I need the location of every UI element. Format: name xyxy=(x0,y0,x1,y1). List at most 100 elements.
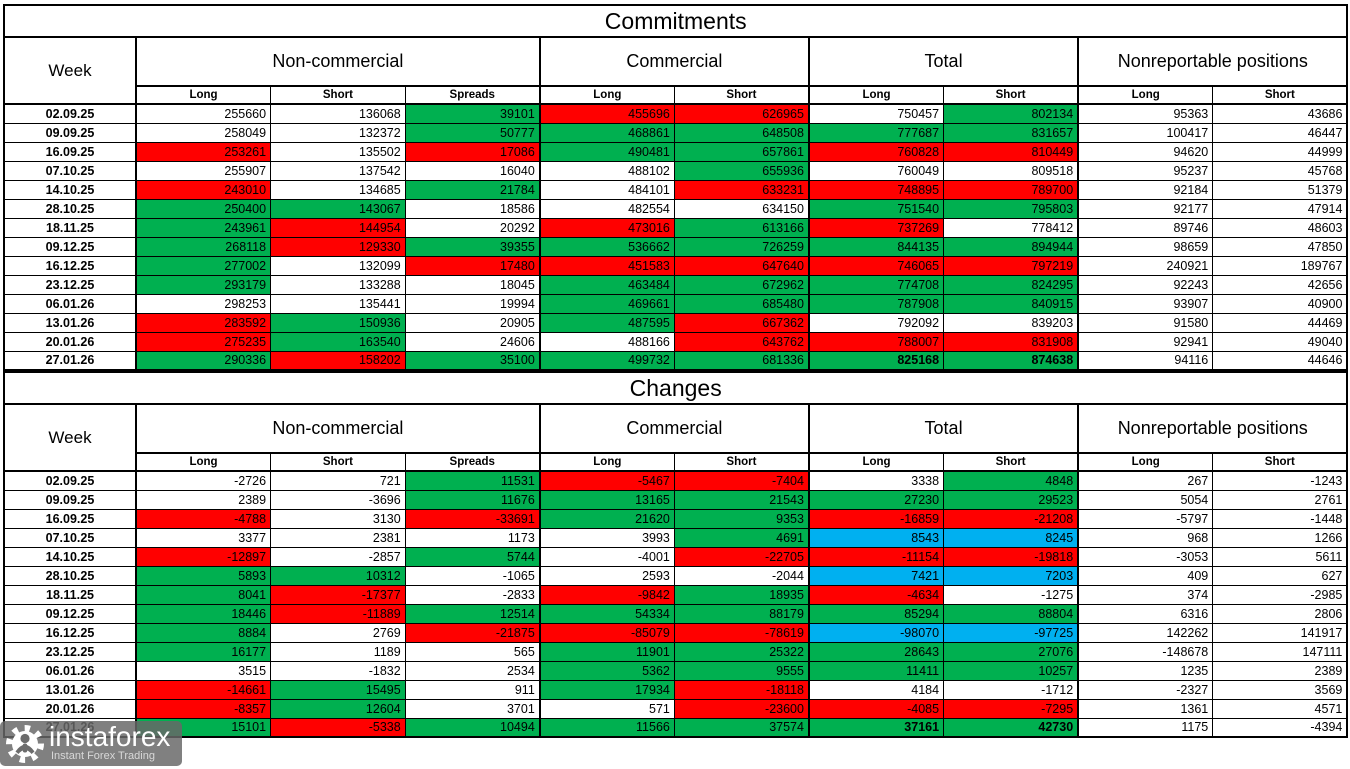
changes-row-23.12.25: 23.12.25 16177 1189 565 11901 25322 28643 27076… xyxy=(3,641,1348,662)
group-header-nonreportable-positions: Nonreportable positions xyxy=(1077,403,1349,454)
cell-nonrep-long: 1235 xyxy=(1077,660,1214,681)
group-header-non-commercial: Non-commercial xyxy=(135,36,541,87)
cell-total-short: 7203 xyxy=(943,565,1079,586)
week-cell: 13.01.26 xyxy=(3,679,137,700)
cell-nonrep-long: 240921 xyxy=(1077,255,1214,276)
cell-nonrep-short: 2761 xyxy=(1212,489,1348,510)
changes-row-18.11.25: 18.11.25 8041 -17377 -2833 -9842 18935 -4634 -1… xyxy=(3,584,1348,605)
cell-nc-spreads: 2534 xyxy=(404,660,541,681)
cell-nc-long: 253261 xyxy=(135,141,272,162)
cell-nc-spreads: 17480 xyxy=(404,255,541,276)
cell-com-long: 571 xyxy=(538,698,675,719)
cell-nonrep-long: 98659 xyxy=(1077,236,1214,257)
cell-nonrep-short: 49040 xyxy=(1212,331,1348,352)
cell-com-short: -7404 xyxy=(673,470,810,491)
week-cell: 20.01.26 xyxy=(3,698,137,719)
cell-com-long: 5362 xyxy=(538,660,675,681)
cell-com-long: -5467 xyxy=(538,470,675,491)
cell-com-short: 37574 xyxy=(673,717,810,738)
cell-nonrep-short: 43686 xyxy=(1212,103,1348,124)
sub-header-nonrep-short: Short xyxy=(1212,452,1348,472)
commitments-table: Commitments Week Non-commercial Commercial T… xyxy=(2,4,1349,371)
cell-nonrep-short: 3569 xyxy=(1212,679,1348,700)
commitments-row-07.10.25: 07.10.25 255907 137542 16040 488102 655936 760… xyxy=(3,160,1348,181)
week-cell: 14.10.25 xyxy=(3,546,137,567)
cell-nc-long: -4788 xyxy=(135,508,272,529)
cell-com-long: 536662 xyxy=(538,236,675,257)
week-cell: 09.09.25 xyxy=(3,122,137,143)
cell-com-long: 468861 xyxy=(538,122,675,143)
cell-nonrep-long: 92177 xyxy=(1077,198,1214,219)
changes-row-07.10.25: 07.10.25 3377 2381 1173 3993 4691 8543 8245 968 1… xyxy=(3,527,1348,548)
cell-nc-short: 158202 xyxy=(270,350,406,371)
cell-nc-short: 12604 xyxy=(270,698,406,719)
cell-nc-short: 10312 xyxy=(270,565,406,586)
cell-total-long: 37161 xyxy=(807,717,945,738)
cell-nc-spreads: 24606 xyxy=(404,331,541,352)
cell-nc-long: -8357 xyxy=(135,698,272,719)
cell-com-long: 3993 xyxy=(538,527,675,548)
week-cell: 23.12.25 xyxy=(3,274,137,295)
cell-nc-short: -5338 xyxy=(270,717,406,738)
cell-com-long: 54334 xyxy=(538,603,675,624)
cell-nonrep-long: 92941 xyxy=(1077,331,1214,352)
cell-nonrep-short: 46447 xyxy=(1212,122,1348,143)
cell-nonrep-short: 44469 xyxy=(1212,312,1348,333)
week-cell: 16.09.25 xyxy=(3,508,137,529)
cell-nc-long: 258049 xyxy=(135,122,272,143)
commitments-row-16.12.25: 16.12.25 277002 132099 17480 451583 647640 746… xyxy=(3,255,1348,276)
cell-nonrep-short: 2806 xyxy=(1212,603,1348,624)
cell-nc-spreads: 39101 xyxy=(404,103,541,124)
cell-nc-long: 3515 xyxy=(135,660,272,681)
cell-com-short: 685480 xyxy=(673,293,810,314)
week-cell: 20.01.26 xyxy=(3,331,137,352)
cell-nc-long: -14661 xyxy=(135,679,272,700)
group-header-commercial: Commercial xyxy=(538,36,810,87)
cell-com-long: -9842 xyxy=(538,584,675,605)
cell-com-long: 488166 xyxy=(538,331,675,352)
week-cell: 18.11.25 xyxy=(3,217,137,238)
cell-com-short: 21543 xyxy=(673,489,810,510)
cell-nonrep-long: 142262 xyxy=(1077,622,1214,643)
cell-nc-short: 150936 xyxy=(270,312,406,333)
cell-total-long: 748895 xyxy=(807,179,945,200)
week-cell: 06.01.26 xyxy=(3,293,137,314)
cell-total-short: -97725 xyxy=(943,622,1079,643)
changes-row-16.09.25: 16.09.25 -4788 3130 -33691 21620 9353 -16859 -2… xyxy=(3,508,1348,529)
cell-nc-spreads: 20905 xyxy=(404,312,541,333)
cell-nc-spreads: 16040 xyxy=(404,160,541,181)
cell-nonrep-short: 40900 xyxy=(1212,293,1348,314)
cell-com-long: 17934 xyxy=(538,679,675,700)
sub-header-nc-long: Long xyxy=(135,452,272,472)
cell-nc-long: 8884 xyxy=(135,622,272,643)
cell-nonrep-short: 48603 xyxy=(1212,217,1348,238)
cell-total-long: -16859 xyxy=(807,508,945,529)
cell-com-long: 484101 xyxy=(538,179,675,200)
group-header-nonreportable-positions: Nonreportable positions xyxy=(1077,36,1349,87)
cell-total-long: 11411 xyxy=(807,660,945,681)
sub-header-com-short: Short xyxy=(673,85,810,105)
week-cell: 23.12.25 xyxy=(3,641,137,662)
cell-nc-long: 290336 xyxy=(135,350,272,371)
week-cell: 09.12.25 xyxy=(3,603,137,624)
week-cell: 02.09.25 xyxy=(3,103,137,124)
cell-nc-spreads: 50777 xyxy=(404,122,541,143)
cell-total-short: 27076 xyxy=(943,641,1079,662)
cell-total-long: 792092 xyxy=(807,312,945,333)
sub-header-nc-short: Short xyxy=(270,452,406,472)
week-cell: 07.10.25 xyxy=(3,160,137,181)
cell-nc-short: 136068 xyxy=(270,103,406,124)
cell-nc-short: -11889 xyxy=(270,603,406,624)
instaforex-watermark: instaforex Instant Forex Trading xyxy=(0,721,182,766)
cell-nonrep-long: 94116 xyxy=(1077,350,1214,371)
cell-total-long: 28643 xyxy=(807,641,945,662)
cell-nc-short: 135502 xyxy=(270,141,406,162)
cell-nonrep-short: 45768 xyxy=(1212,160,1348,181)
cell-nc-long: 255907 xyxy=(135,160,272,181)
week-cell: 09.12.25 xyxy=(3,236,137,257)
cell-total-short: 4848 xyxy=(943,470,1079,491)
cell-nc-spreads: 911 xyxy=(404,679,541,700)
cell-nc-long: 293179 xyxy=(135,274,272,295)
cell-com-short: 25322 xyxy=(673,641,810,662)
cell-com-short: 626965 xyxy=(673,103,810,124)
